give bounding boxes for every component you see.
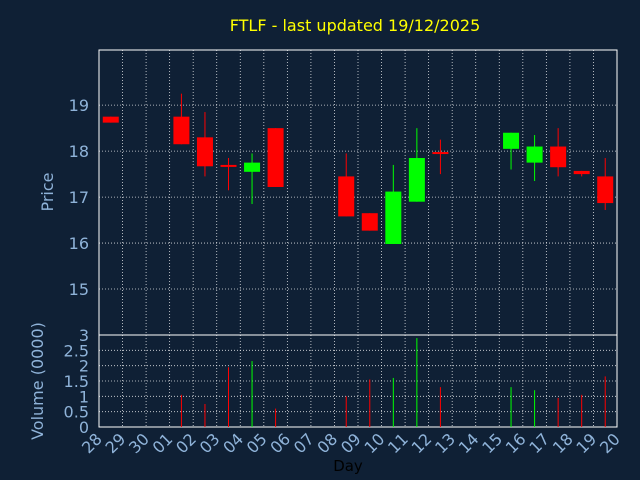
candle bbox=[597, 158, 614, 210]
candle-body bbox=[244, 162, 261, 172]
candle bbox=[173, 93, 190, 145]
candle-body bbox=[432, 152, 449, 155]
candle-body bbox=[220, 164, 237, 167]
candle bbox=[385, 164, 402, 244]
price-tick-label: 16 bbox=[69, 234, 89, 253]
x-tick-labels: 2829300102030405060708091011121314151617… bbox=[78, 429, 624, 457]
candle-body bbox=[196, 137, 213, 167]
candle bbox=[244, 153, 261, 204]
volume-panel-frame bbox=[98, 334, 618, 428]
price-axis-label: Price bbox=[38, 172, 57, 211]
candle-body bbox=[102, 116, 119, 123]
volume-bars bbox=[180, 338, 606, 427]
volume-tick-label: 1.5 bbox=[64, 372, 89, 391]
candle-body bbox=[173, 116, 190, 145]
candle-body bbox=[550, 146, 567, 168]
volume-axis-label: Volume (0000) bbox=[28, 322, 47, 440]
candle-body bbox=[526, 146, 543, 163]
candle bbox=[361, 213, 378, 231]
candle bbox=[526, 135, 543, 182]
candle bbox=[102, 116, 119, 123]
volume-tick-label: 2 bbox=[79, 357, 89, 376]
candle-body bbox=[503, 132, 520, 149]
candle bbox=[338, 153, 355, 217]
candle-body bbox=[408, 158, 425, 202]
candle-body bbox=[573, 170, 590, 175]
candle bbox=[220, 158, 237, 191]
candle-body bbox=[267, 128, 284, 187]
candle bbox=[408, 128, 425, 202]
candle-body bbox=[385, 191, 402, 244]
price-tick-label: 17 bbox=[69, 188, 89, 207]
volume-tick-label: 3 bbox=[79, 326, 89, 345]
candle bbox=[432, 139, 449, 175]
candle bbox=[267, 128, 284, 187]
volume-tick-label: 2.5 bbox=[64, 341, 89, 360]
candle bbox=[503, 132, 520, 170]
price-tick-label: 18 bbox=[69, 142, 89, 161]
volume-grid bbox=[99, 335, 617, 427]
volume-tick-label: 0.5 bbox=[64, 403, 89, 422]
volume-tick-label: 0 bbox=[79, 418, 89, 437]
volume-tick-label: 1 bbox=[79, 387, 89, 406]
chart-title: FTLF - last updated 19/12/2025 bbox=[230, 16, 481, 35]
price-tick-labels: 15 16 17 18 19 bbox=[69, 96, 89, 299]
volume-tick-labels: 00.511.522.53 bbox=[64, 326, 89, 437]
candles bbox=[102, 93, 614, 244]
candle-body bbox=[338, 176, 355, 217]
candle bbox=[196, 112, 213, 177]
price-tick-label: 15 bbox=[69, 280, 89, 299]
price-grid bbox=[99, 50, 617, 335]
price-tick-label: 19 bbox=[69, 96, 89, 115]
candle-body bbox=[361, 213, 378, 231]
candle bbox=[550, 128, 567, 177]
x-tick-label: 20 bbox=[596, 429, 624, 457]
candle-body bbox=[597, 176, 614, 204]
x-axis-label: Day bbox=[333, 457, 363, 475]
candle bbox=[573, 170, 590, 177]
